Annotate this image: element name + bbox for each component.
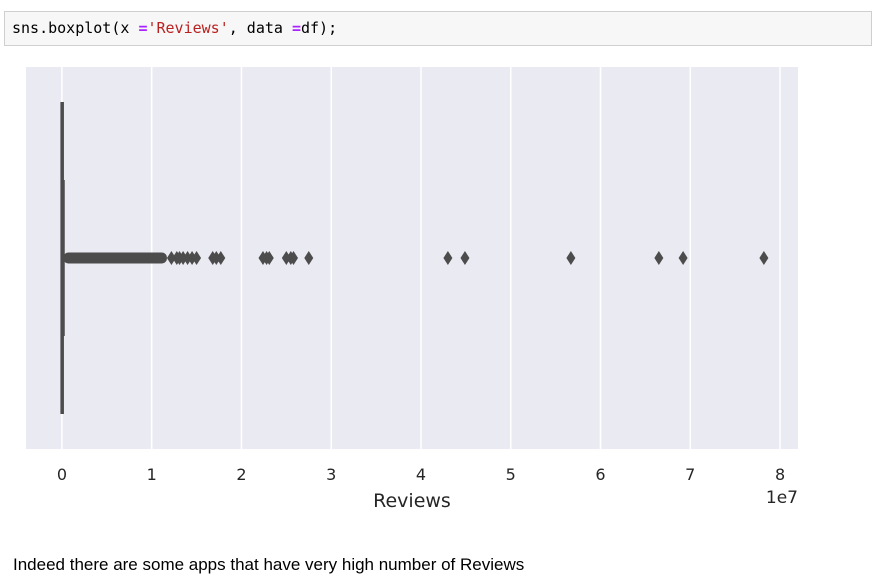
x-tick-label: 8: [775, 465, 785, 484]
x-tick-labels: 0 1 2 3 4 5 6 7 8: [57, 465, 785, 484]
axis-offset-label: 1e7: [766, 488, 798, 508]
outlier-point: [264, 251, 274, 265]
code-operator: =: [138, 19, 148, 37]
caption-text: Indeed there are some apps that have ver…: [13, 555, 525, 574]
x-tick-label: 0: [57, 465, 67, 484]
code-rest: df);: [301, 19, 338, 37]
outlier-point: [759, 251, 769, 265]
x-tick-label: 1: [147, 465, 157, 484]
x-tick-label: 4: [416, 465, 426, 484]
x-tick-label: 6: [595, 465, 605, 484]
outlier-point: [216, 251, 226, 265]
dense-outlier-band: [63, 252, 167, 264]
x-tick-label: 7: [685, 465, 695, 484]
outlier-point: [289, 251, 299, 265]
outlier-point: [443, 251, 453, 265]
outlier-point: [678, 251, 688, 265]
outlier-point: [192, 251, 202, 265]
code-cell[interactable]: sns.boxplot(x ='Reviews', data =df);: [4, 11, 872, 46]
outlier-point: [304, 251, 314, 265]
outlier-points: [63, 251, 769, 265]
boxplot-chart: 0 1 2 3 4 5 6 7 8 Reviews 1e7: [26, 67, 798, 512]
x-axis-label: Reviews: [373, 490, 451, 512]
code-function: sns.boxplot(x: [12, 19, 139, 37]
code-args: , data: [228, 19, 292, 37]
x-tick-label: 3: [326, 465, 336, 484]
x-tick-label: 5: [506, 465, 516, 484]
outlier-point: [566, 251, 576, 265]
code-operator: =: [291, 19, 301, 37]
code-string: 'Reviews': [147, 19, 229, 37]
x-tick-label: 2: [236, 465, 246, 484]
outlier-point: [460, 251, 470, 265]
outlier-point: [166, 251, 176, 265]
outlier-point: [654, 251, 664, 265]
